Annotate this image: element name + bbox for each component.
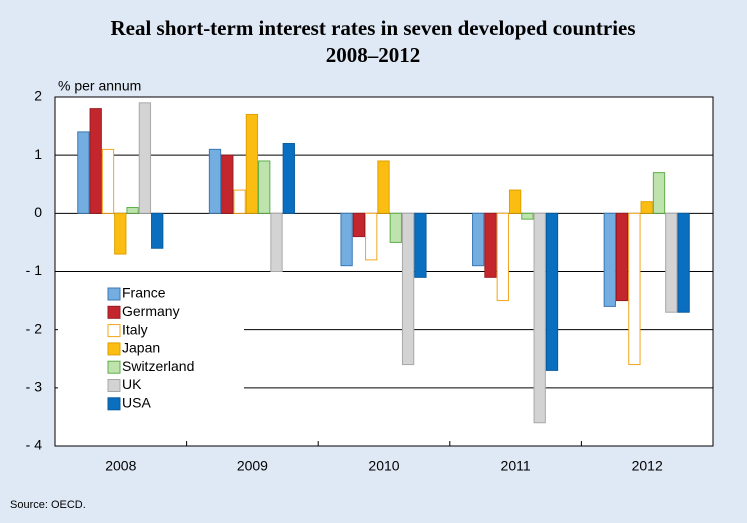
bar bbox=[496, 212, 509, 302]
legend-label: USA bbox=[122, 395, 151, 411]
y-tick-label: 1 bbox=[34, 146, 42, 162]
bar bbox=[640, 201, 653, 214]
bar bbox=[282, 143, 295, 214]
bar bbox=[615, 212, 629, 302]
bar bbox=[101, 148, 115, 214]
y-tick-label: - 2 bbox=[26, 320, 43, 336]
bar bbox=[245, 113, 259, 214]
bar bbox=[138, 102, 152, 214]
legend-label: Japan bbox=[122, 340, 160, 356]
bar bbox=[603, 212, 616, 307]
bar bbox=[126, 207, 139, 214]
bar bbox=[77, 131, 90, 214]
legend-swatch bbox=[107, 360, 121, 374]
legend-swatch bbox=[107, 397, 121, 411]
source: Source: OECD. bbox=[10, 499, 86, 511]
bar bbox=[677, 212, 690, 313]
y-tick-label: 2 bbox=[34, 88, 42, 104]
legend-swatch bbox=[107, 379, 121, 392]
legend-label: Italy bbox=[122, 321, 148, 337]
bar bbox=[258, 160, 271, 214]
legend-swatch bbox=[107, 287, 121, 301]
x-tick-label: 2011 bbox=[501, 458, 531, 474]
bar bbox=[545, 212, 559, 371]
legend-swatch bbox=[107, 324, 121, 338]
chart-title: Real short-term interest rates in seven … bbox=[110, 16, 635, 40]
x-tick-label: 2008 bbox=[105, 458, 136, 474]
x-tick-label: 2012 bbox=[632, 458, 663, 474]
bar bbox=[377, 160, 390, 214]
x-tick-label: 2010 bbox=[368, 458, 399, 474]
bar bbox=[208, 148, 222, 214]
legend-swatch bbox=[107, 305, 121, 319]
bar bbox=[114, 212, 127, 255]
bar bbox=[270, 212, 283, 272]
chart-subtitle: 2008–2012 bbox=[326, 43, 421, 67]
legend-label: France bbox=[122, 285, 166, 301]
legend-box bbox=[58, 284, 244, 414]
bar bbox=[533, 212, 546, 424]
bar bbox=[221, 154, 234, 214]
y-tick-label: - 4 bbox=[26, 437, 43, 453]
bar bbox=[389, 212, 402, 243]
legend-label: UK bbox=[122, 376, 142, 392]
bar bbox=[472, 212, 485, 267]
y-tick-label: 0 bbox=[34, 204, 42, 220]
x-tick-label: 2009 bbox=[237, 458, 268, 474]
bar bbox=[401, 212, 415, 366]
legend-swatch bbox=[107, 342, 121, 356]
y-tick-label: - 1 bbox=[26, 262, 43, 278]
y-tick-label: - 3 bbox=[26, 379, 43, 395]
legend-label: Germany bbox=[122, 303, 180, 319]
bar bbox=[628, 212, 641, 366]
bar bbox=[521, 212, 534, 220]
bar bbox=[352, 212, 366, 238]
bar bbox=[151, 212, 164, 249]
bar bbox=[508, 189, 522, 214]
bar bbox=[484, 212, 497, 278]
bar bbox=[652, 172, 666, 214]
bar bbox=[340, 212, 353, 267]
y-axis-label: % per annum bbox=[58, 78, 141, 94]
bar bbox=[89, 108, 102, 214]
bar bbox=[233, 189, 246, 214]
bar bbox=[414, 212, 427, 278]
bar bbox=[665, 212, 678, 313]
bar bbox=[365, 212, 378, 261]
legend-label: Switzerland bbox=[122, 358, 194, 374]
